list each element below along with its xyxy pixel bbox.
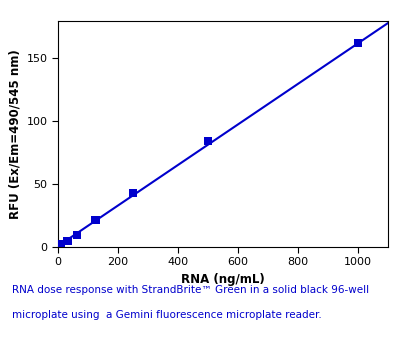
Y-axis label: RFU (Ex/Em=490/545 nm): RFU (Ex/Em=490/545 nm): [8, 49, 21, 219]
X-axis label: RNA (ng/mL): RNA (ng/mL): [181, 273, 265, 286]
Point: [58, 241, 64, 247]
Point: [205, 138, 211, 144]
Point: [130, 190, 136, 196]
Point: [74, 232, 80, 237]
Point: [355, 41, 361, 46]
Point: [64, 238, 70, 244]
Text: microplate using  a Gemini fluorescence microplate reader.: microplate using a Gemini fluorescence m…: [12, 310, 322, 321]
Text: RNA dose response with StrandBrite™ Green in a solid black 96-well: RNA dose response with StrandBrite™ Gree…: [12, 285, 369, 295]
Point: [92, 218, 99, 223]
